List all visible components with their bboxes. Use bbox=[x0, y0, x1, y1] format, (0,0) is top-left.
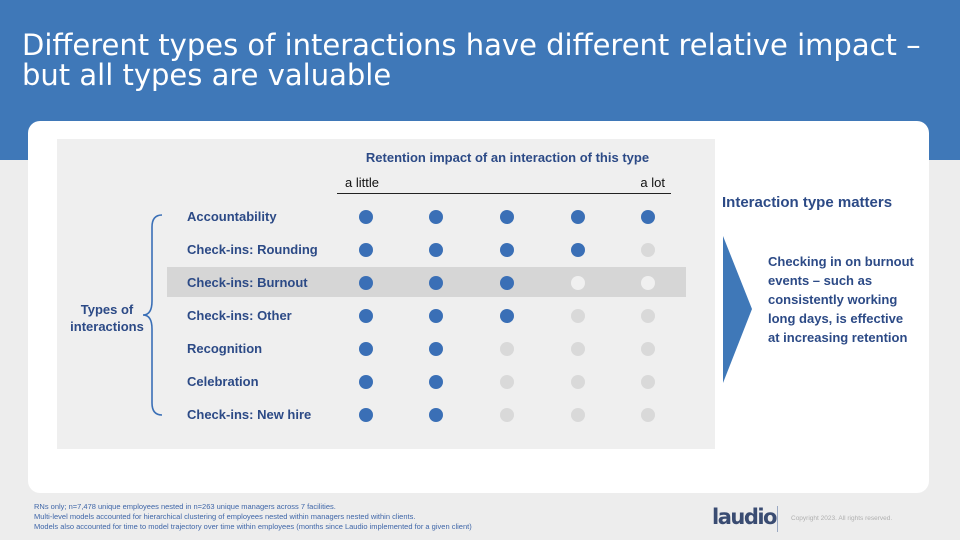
filled-dot bbox=[571, 243, 585, 257]
filled-dot bbox=[359, 408, 373, 422]
filled-dot bbox=[500, 210, 514, 224]
curly-brace-icon bbox=[142, 214, 163, 416]
empty-dot bbox=[641, 309, 655, 323]
table-row: Recognition bbox=[167, 334, 686, 364]
table-row: Check-ins: Rounding bbox=[167, 235, 686, 265]
filled-dot bbox=[429, 210, 443, 224]
row-label: Accountability bbox=[187, 209, 277, 224]
table-row: Check-ins: New hire bbox=[167, 400, 686, 430]
scale-line bbox=[337, 193, 671, 194]
laudio-logo: laudio bbox=[712, 505, 777, 529]
row-label: Check-ins: Other bbox=[187, 308, 292, 323]
group-label-line2: interactions bbox=[70, 319, 144, 334]
filled-dot bbox=[359, 276, 373, 290]
filled-dot bbox=[500, 309, 514, 323]
filled-dot bbox=[429, 309, 443, 323]
scale-low-label: a little bbox=[345, 175, 379, 190]
table-row: Accountability bbox=[167, 202, 686, 232]
empty-dot bbox=[500, 408, 514, 422]
row-label: Check-ins: Burnout bbox=[187, 275, 308, 290]
empty-dot bbox=[571, 375, 585, 389]
filled-dot bbox=[571, 210, 585, 224]
table-row: Check-ins: Other bbox=[167, 301, 686, 331]
row-label: Check-ins: Rounding bbox=[187, 242, 318, 257]
filled-dot bbox=[359, 375, 373, 389]
slide-title: Different types of interactions have dif… bbox=[22, 28, 921, 92]
chevron-right-icon bbox=[723, 236, 752, 383]
row-highlight bbox=[167, 267, 686, 297]
filled-dot bbox=[641, 210, 655, 224]
filled-dot bbox=[359, 210, 373, 224]
empty-dot bbox=[571, 309, 585, 323]
filled-dot bbox=[429, 243, 443, 257]
filled-dot bbox=[359, 342, 373, 356]
table-row: Check-ins: Burnout bbox=[167, 268, 686, 298]
row-label: Recognition bbox=[187, 341, 263, 356]
column-header: Retention impact of an interaction of th… bbox=[365, 150, 650, 165]
empty-dot bbox=[500, 342, 514, 356]
filled-dot bbox=[500, 276, 514, 290]
table-row: Celebration bbox=[167, 367, 686, 397]
filled-dot bbox=[359, 309, 373, 323]
empty-dot bbox=[641, 243, 655, 257]
empty-dot bbox=[571, 342, 585, 356]
logo-divider bbox=[777, 506, 778, 532]
empty-dot bbox=[571, 408, 585, 422]
side-panel-title: Interaction type matters bbox=[722, 194, 893, 211]
empty-dot bbox=[641, 408, 655, 422]
filled-dot bbox=[429, 342, 443, 356]
row-label: Check-ins: New hire bbox=[187, 407, 312, 422]
footnote-1: RNs only; n=7,478 unique employees neste… bbox=[34, 502, 336, 511]
empty-dot bbox=[641, 375, 655, 389]
filled-dot bbox=[429, 375, 443, 389]
scale-high-label: a lot bbox=[640, 175, 665, 190]
footnote-3: Models also accounted for time to model … bbox=[34, 522, 472, 531]
filled-dot bbox=[500, 243, 514, 257]
filled-dot bbox=[429, 408, 443, 422]
empty-dot bbox=[641, 342, 655, 356]
copyright-text: Copyright 2023. All rights reserved. bbox=[791, 515, 893, 522]
empty-dot bbox=[500, 375, 514, 389]
empty-dot bbox=[641, 276, 655, 290]
group-label: Types of interactions bbox=[63, 301, 151, 335]
empty-dot bbox=[571, 276, 585, 290]
footnote-2: Multi-level models accounted for hierarc… bbox=[34, 512, 416, 521]
footnotes: RNs only; n=7,478 unique employees neste… bbox=[34, 502, 654, 532]
group-label-line1: Types of bbox=[80, 302, 134, 317]
row-label: Celebration bbox=[187, 374, 259, 389]
filled-dot bbox=[359, 243, 373, 257]
side-panel-text: Checking in on burnout events – such as … bbox=[768, 254, 914, 345]
filled-dot bbox=[429, 276, 443, 290]
